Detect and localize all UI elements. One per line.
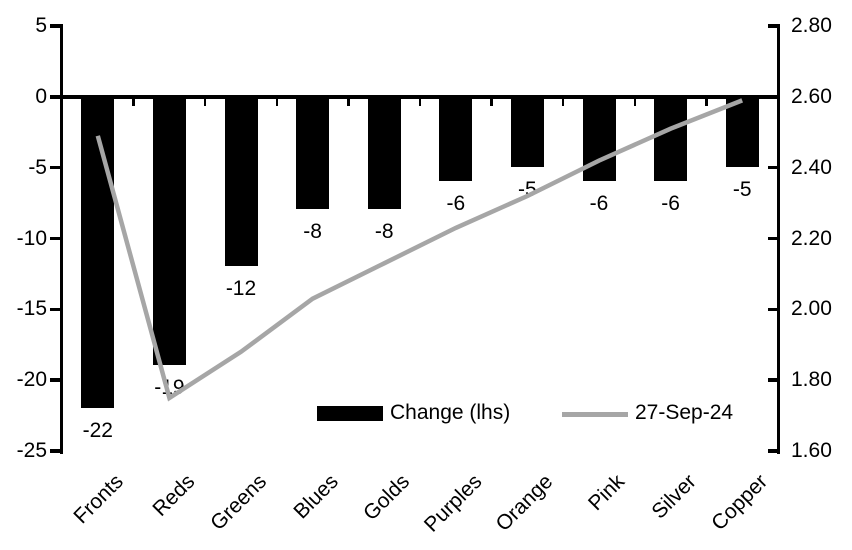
- right-axis-tick: [768, 165, 778, 170]
- category-label: Copper: [707, 470, 773, 535]
- right-axis-tick-label: 1.60: [791, 439, 832, 462]
- zero-line: [59, 95, 780, 99]
- bar-value-label: -8: [374, 220, 394, 244]
- bar-value-label: -22: [82, 418, 113, 442]
- category-label: Golds: [359, 470, 415, 526]
- right-axis-tick: [768, 95, 778, 99]
- bar-value-label: -5: [732, 177, 752, 201]
- category-label: Blues: [289, 470, 343, 524]
- right-axis-tick: [768, 307, 778, 312]
- category-boundary-tick: [561, 98, 565, 106]
- left-axis-tick-label: -5: [28, 155, 47, 179]
- category-label: Reds: [148, 470, 200, 521]
- bar-value-label: -6: [589, 192, 609, 216]
- bar-value-label: -6: [661, 192, 680, 216]
- right-axis-tick-label: 2.80: [791, 14, 832, 37]
- category-label: Pink: [584, 470, 630, 516]
- right-axis-tick: [768, 24, 778, 28]
- left-axis-tick-label: -25: [16, 439, 47, 462]
- left-axis-tick: [50, 24, 62, 28]
- category-boundary-tick: [705, 98, 708, 106]
- left-axis-tick-label: -20: [16, 368, 47, 392]
- bar: [725, 96, 759, 167]
- category-boundary-tick: [275, 98, 279, 106]
- bar: [439, 96, 473, 182]
- category-boundary-tick: [633, 98, 637, 106]
- category-boundary-tick: [347, 98, 350, 106]
- category-boundary-tick: [490, 98, 493, 106]
- left-axis-tick-label: 0: [35, 84, 47, 108]
- left-axis-tick: [50, 307, 62, 312]
- line-series-path: [95, 98, 744, 402]
- legend-line-swatch: [562, 412, 628, 417]
- bar-value-label: -6: [446, 192, 466, 216]
- right-axis-tick: [768, 236, 778, 241]
- category-label: Silver: [647, 470, 701, 524]
- left-axis-tick-label: -10: [16, 226, 47, 250]
- left-axis-tick-label: -15: [16, 297, 47, 321]
- bar: [296, 96, 330, 210]
- right-axis-tick-label: 2.00: [791, 297, 832, 321]
- category-label: Purples: [419, 470, 487, 537]
- right-axis-tick: [768, 378, 778, 382]
- left-axis-tick-label: 5: [35, 14, 47, 37]
- category-boundary-tick: [203, 98, 207, 106]
- right-axis-tick-label: 1.80: [791, 368, 832, 392]
- left-axis-tick: [50, 95, 62, 99]
- category-boundary-tick: [132, 98, 135, 106]
- bar: [510, 96, 544, 167]
- category-label: Greens: [206, 470, 272, 535]
- right-axis-tick-label: 2.60: [791, 84, 832, 108]
- bar: [152, 96, 186, 366]
- bar-value-label: -8: [303, 220, 322, 244]
- left-axis-tick: [50, 165, 62, 170]
- left-axis-tick: [50, 449, 62, 453]
- category-boundary-tick: [418, 98, 422, 106]
- right-axis-line: [776, 24, 780, 454]
- left-axis-tick: [50, 378, 62, 382]
- bar-value-label: -12: [225, 277, 257, 301]
- bar: [582, 96, 616, 182]
- bar-value-label: -19: [154, 376, 185, 400]
- bar-value-label: -5: [518, 177, 537, 201]
- category-label: Fronts: [69, 470, 129, 529]
- left-axis-tick: [50, 236, 62, 241]
- bar: [654, 96, 688, 182]
- bar: [224, 96, 258, 267]
- right-axis-tick-label: 2.40: [791, 155, 832, 179]
- legend-bar-label: Change (lhs): [390, 401, 511, 424]
- right-axis-tick-label: 2.20: [791, 226, 832, 250]
- legend-line-label: 27-Sep-24: [635, 401, 734, 424]
- legend-bar-swatch: [317, 406, 383, 421]
- right-axis-tick: [768, 449, 778, 453]
- category-label: Orange: [491, 470, 558, 536]
- bar: [81, 96, 115, 408]
- bar: [367, 96, 401, 210]
